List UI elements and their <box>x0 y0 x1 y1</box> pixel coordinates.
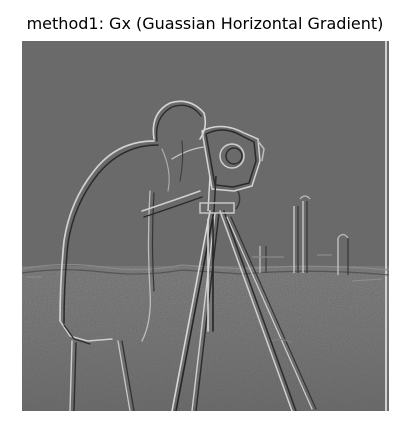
tripod <box>171 210 317 411</box>
figure-title: method1: Gx (Guassian Horizontal Gradien… <box>26 14 384 33</box>
gradient-image <box>22 41 389 411</box>
buildings <box>252 195 349 275</box>
camera <box>199 125 265 214</box>
photographer <box>59 100 207 411</box>
horizon-edges <box>22 263 389 276</box>
foreground-details <box>27 276 383 344</box>
gradient-image-canvas <box>22 41 389 411</box>
